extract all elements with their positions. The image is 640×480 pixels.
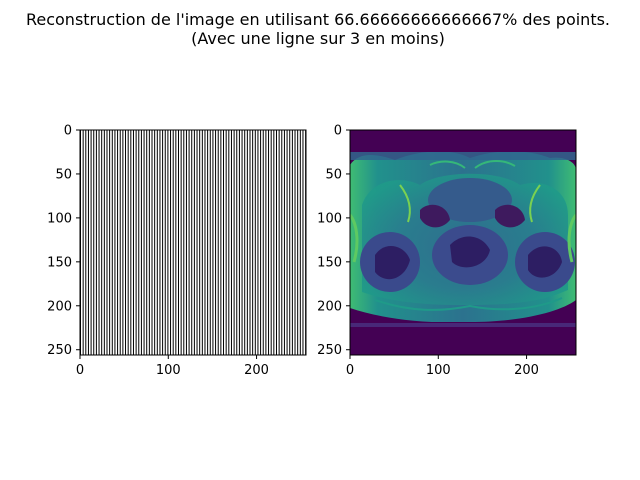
mask-x-axis: 0 100 200: [76, 355, 269, 378]
mask-y-tick-label: 150: [47, 255, 72, 270]
mask-x-tick-label: 200: [244, 363, 269, 378]
reconstruction-x-axis: 0 100 200: [346, 355, 539, 378]
mask-y-axis: 0 50 100 150 200 250: [47, 124, 80, 358]
mask-y-tick-label: 100: [47, 211, 72, 226]
mask-x-tick-label: 0: [76, 363, 84, 378]
mask-y-tick-label: 50: [55, 167, 72, 182]
mask-lines: [80, 130, 307, 355]
reconstruction-image: [350, 130, 576, 355]
figure-title-line-1: Reconstruction de l'image en utilisant 6…: [26, 10, 610, 29]
reconstruction-y-tick-label: 150: [317, 255, 342, 270]
reconstruction-panel: 0 100 200 0 50 100 150 200 250: [317, 124, 577, 378]
reconstruction-y-tick-label: 250: [317, 343, 342, 358]
mask-y-tick-label: 200: [47, 299, 72, 314]
reconstruction-y-tick-label: 100: [317, 211, 342, 226]
mask-background: [80, 130, 306, 355]
mask-frame: [79, 129, 307, 356]
reconstruction-x-tick-label: 0: [346, 363, 354, 378]
reconstruction-y-tick-label: 200: [317, 299, 342, 314]
reconstruction-y-axis: 0 50 100 150 200 250: [317, 124, 350, 358]
reconstruction-x-tick-label: 100: [426, 363, 451, 378]
reconstruction-frame: [349, 129, 577, 356]
mask-y-tick-label: 0: [64, 124, 72, 139]
reconstruction-y-tick-label: 50: [325, 167, 342, 182]
mask-x-tick-label: 100: [156, 363, 181, 378]
reconstruction-y-tick-label: 0: [334, 124, 342, 139]
reconstruction-x-tick-label: 200: [514, 363, 539, 378]
mask-panel: 0 100 200 0 50 100 150 200 250: [47, 124, 307, 378]
mask-y-tick-label: 250: [47, 343, 72, 358]
figure-title-line-2: (Avec une ligne sur 3 en moins): [191, 29, 445, 48]
